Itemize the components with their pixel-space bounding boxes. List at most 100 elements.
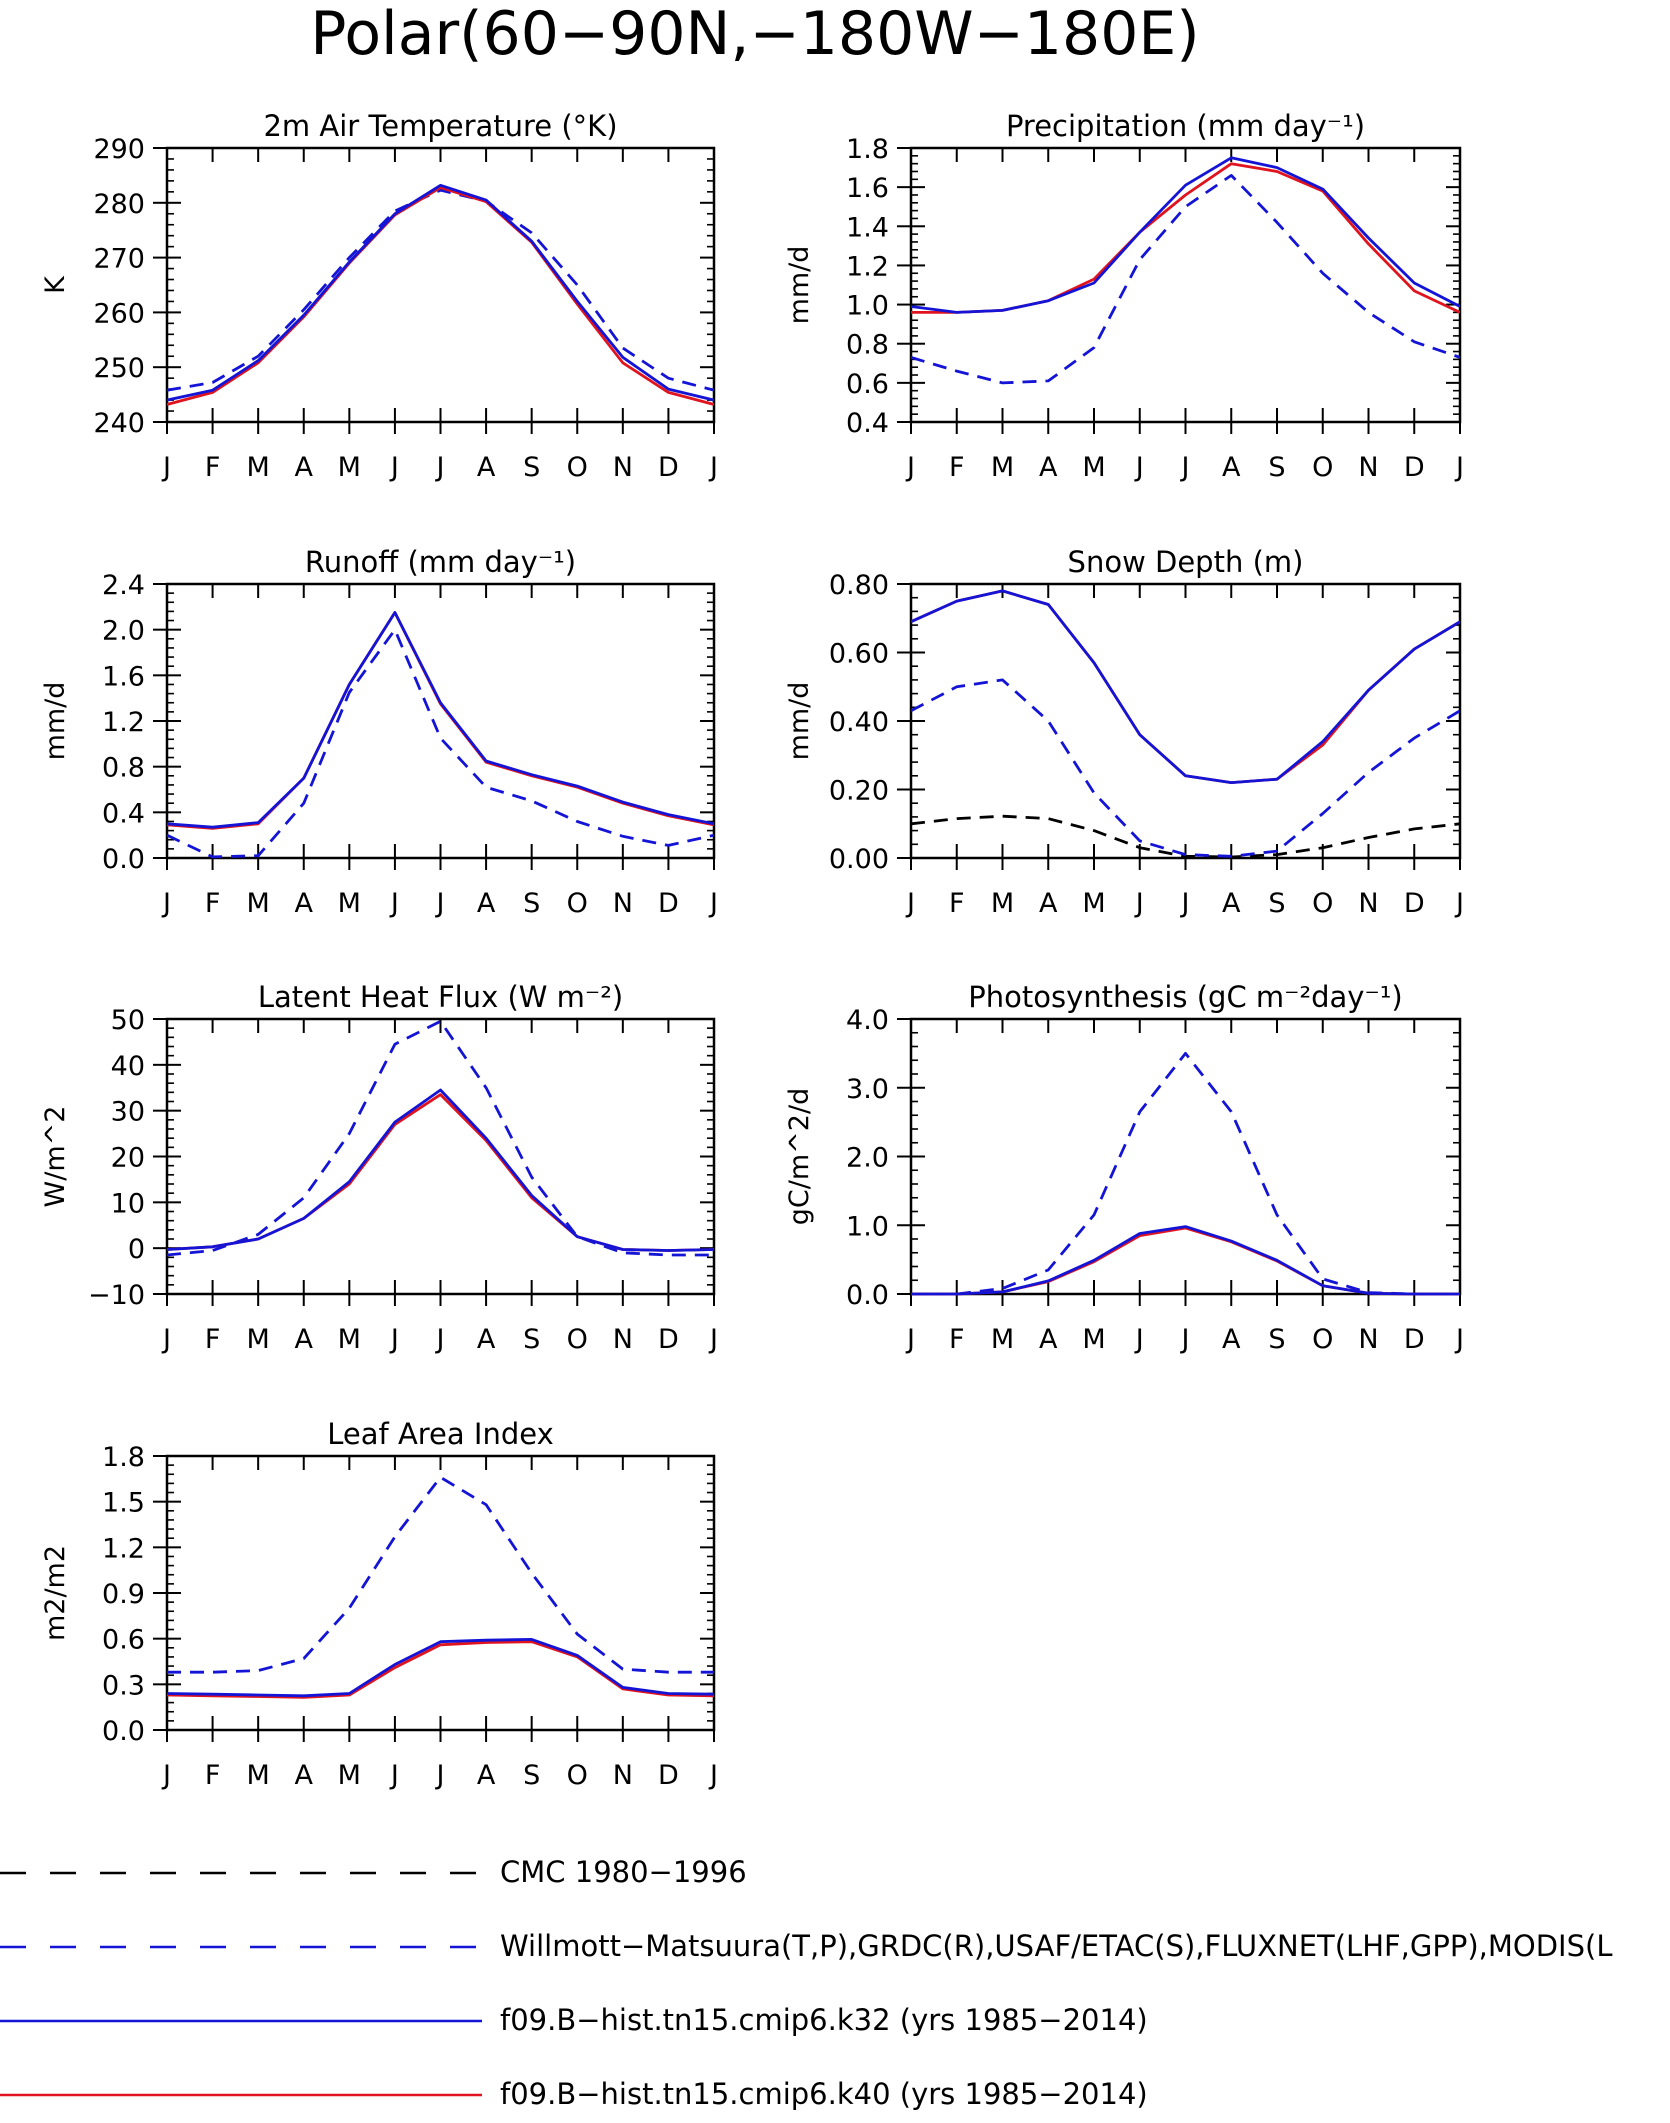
series-group <box>167 1475 714 1699</box>
x-tick-label: J <box>435 1324 445 1355</box>
panel-title: Snow Depth (m) <box>1068 545 1304 579</box>
x-tick-label: J <box>1180 1324 1190 1355</box>
series-line-k40 <box>167 186 714 406</box>
x-tick-label: J <box>389 452 399 483</box>
x-tick-label: J <box>389 1760 399 1791</box>
plot-frame <box>909 1017 1462 1296</box>
y-tick-label: 0.6 <box>846 369 889 400</box>
y-tick-label: 1.0 <box>846 1211 889 1242</box>
y-tick-label: 290 <box>93 134 145 165</box>
x-tick-label: J <box>905 1324 915 1355</box>
x-tick-label: M <box>338 888 361 919</box>
y-tick-label: 1.8 <box>102 1442 145 1473</box>
series-group <box>911 156 1460 385</box>
y-axis-label: mm/d <box>784 682 815 761</box>
y-tick-label: 2.0 <box>846 1143 889 1174</box>
x-tick-label: J <box>389 888 399 919</box>
x-tick-label: A <box>1039 888 1058 919</box>
x-tick-label: F <box>205 888 221 919</box>
panel-4: Snow Depth (m)0.000.200.400.600.80J F M A M J… <box>784 545 1464 919</box>
x-tick-label: O <box>567 1324 588 1355</box>
y-tick-label: 20 <box>111 1143 145 1174</box>
y-tick-label: 0.80 <box>829 570 889 601</box>
panel-1: 2m Air Temperature (°K) 240 250 260 270 280 29… <box>40 109 718 483</box>
x-tick-label: J <box>905 452 915 483</box>
x-tick-label: A <box>1222 1324 1241 1355</box>
x-tick-label: D <box>658 452 679 483</box>
x-tick-label: F <box>949 452 965 483</box>
series-group <box>167 611 714 859</box>
x-tick-label: M <box>338 1324 361 1355</box>
x-tick-label: O <box>1312 888 1333 919</box>
x-tick-label: J <box>708 1324 718 1355</box>
y-tick-label: 250 <box>93 353 145 384</box>
y-tick-label: 1.6 <box>102 661 145 692</box>
y-tick-label: 40 <box>111 1051 145 1082</box>
x-tick-label: F <box>205 452 221 483</box>
y-axis-label: W/m^2 <box>40 1106 71 1208</box>
legend: CMC 1980−1996 Willmott−Matsuura(T,P),GRDC… <box>0 1855 1613 2111</box>
series-group <box>911 589 1460 859</box>
x-tick-label: N <box>613 1760 633 1791</box>
y-axis-label: gC/m^2/d <box>784 1088 815 1225</box>
series-line-k32 <box>167 183 714 402</box>
x-tick-label: A <box>477 888 496 919</box>
x-tick-label: M <box>991 888 1014 919</box>
y-axis-label: K <box>40 275 71 294</box>
x-tick-label: N <box>613 452 633 483</box>
y-tick-label: 0.0 <box>102 1716 145 1747</box>
x-tick-label: A <box>477 1760 496 1791</box>
x-tick-label: D <box>658 1760 679 1791</box>
y-tick-label: 280 <box>93 189 145 220</box>
y-tick-label: 3.0 <box>846 1074 889 1105</box>
x-tick-label: A <box>477 452 496 483</box>
x-tick-label: S <box>523 452 540 483</box>
y-tick-label: 0.8 <box>846 330 889 361</box>
x-tick-label: J <box>161 1760 171 1791</box>
series-line-k32 <box>167 1088 714 1252</box>
series-line-k32 <box>167 1638 714 1698</box>
x-tick-label: S <box>523 888 540 919</box>
x-tick-label: N <box>1358 888 1378 919</box>
x-tick-label: M <box>1082 1324 1105 1355</box>
x-tick-label: M <box>247 888 270 919</box>
y-tick-label: 10 <box>111 1188 145 1219</box>
y-tick-label: 0.20 <box>829 776 889 807</box>
x-tick-label: O <box>567 452 588 483</box>
x-tick-label: O <box>567 1760 588 1791</box>
plot-frame <box>909 146 1462 424</box>
series-line-obs <box>167 628 714 859</box>
panel-title: Precipitation (mm day⁻¹) <box>1006 109 1365 143</box>
x-tick-label: S <box>523 1760 540 1791</box>
x-tick-label: A <box>1039 452 1058 483</box>
y-tick-label: 30 <box>111 1097 145 1128</box>
x-tick-label: J <box>708 1760 718 1791</box>
x-tick-label: J <box>389 1324 399 1355</box>
y-tick-label: 1.8 <box>846 134 889 165</box>
series-line-k40 <box>167 1640 714 1699</box>
x-tick-label: N <box>1358 1324 1378 1355</box>
legend-label-cmc: CMC 1980−1996 <box>500 1855 747 1889</box>
x-tick-label: D <box>658 1324 679 1355</box>
y-tick-label: 0.9 <box>102 1579 145 1610</box>
x-tick-label: S <box>1268 888 1285 919</box>
plot-frame <box>165 582 716 860</box>
x-tick-label: M <box>1082 452 1105 483</box>
y-axis-label: mm/d <box>784 246 815 325</box>
x-tick-label: J <box>435 452 445 483</box>
x-tick-label: F <box>949 1324 965 1355</box>
panel-3: Runoff (mm day⁻¹) 0.0 0.4 0.8 1.2 1.6 2.0 2.4 J F… <box>40 545 718 919</box>
y-tick-label: 1.4 <box>846 212 889 243</box>
x-tick-label: F <box>205 1760 221 1791</box>
x-tick-label: D <box>1404 888 1425 919</box>
x-tick-label: F <box>949 888 965 919</box>
y-tick-label: 0.60 <box>829 639 889 670</box>
panels: 2m Air Temperature (°K) 240 250 260 270 280 29… <box>40 109 1464 1791</box>
x-tick-label: A <box>295 452 314 483</box>
x-tick-label: F <box>205 1324 221 1355</box>
y-tick-label: 1.2 <box>846 251 889 282</box>
x-tick-label: J <box>1180 452 1190 483</box>
x-tick-label: J <box>1134 452 1144 483</box>
y-tick-label: 260 <box>93 298 145 329</box>
